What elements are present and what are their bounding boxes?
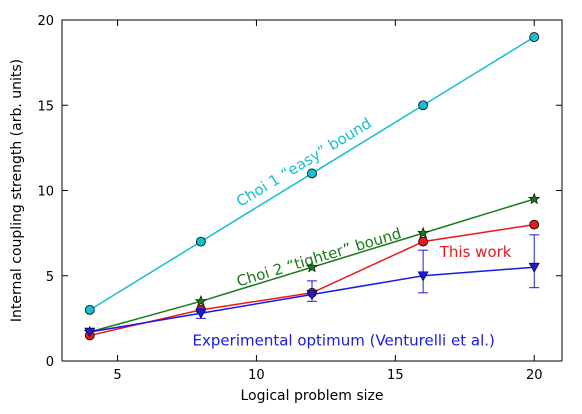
data-point — [84, 304, 95, 315]
data-point — [418, 100, 429, 111]
data-point — [305, 260, 319, 273]
y-tick-label: 15 — [37, 99, 54, 114]
data-point — [417, 226, 430, 239]
data-point — [195, 308, 207, 319]
data-point — [84, 327, 96, 338]
axis-ticks: 5 10 15 20 0 5 10 15 20 — [37, 14, 562, 383]
series-annotation: This work — [439, 243, 512, 261]
y-tick-label: 10 — [37, 185, 54, 200]
series-3 — [84, 234, 540, 338]
x-tick-label: 5 — [113, 368, 121, 383]
y-axis-label: Internal coupling strength (arb. units) — [9, 59, 25, 322]
y-tick-label: 20 — [37, 14, 54, 29]
y-tick-label: 5 — [46, 270, 54, 285]
data-point — [306, 290, 318, 301]
data-point — [307, 168, 317, 179]
data-point — [195, 236, 206, 247]
data-point — [194, 294, 207, 307]
data-point — [529, 32, 540, 42]
series-annotation: Experimental optimum (Venturelli et al.) — [193, 332, 495, 350]
chart-marks — [83, 32, 541, 341]
x-tick-label: 15 — [387, 368, 404, 383]
data-point — [529, 219, 540, 230]
data-point — [528, 192, 541, 205]
data-point — [418, 236, 429, 247]
x-tick-label: 20 — [526, 368, 543, 383]
plot-area — [62, 20, 562, 361]
series-0 — [84, 32, 540, 315]
y-tick-label: 0 — [46, 355, 54, 370]
data-point — [417, 271, 429, 282]
x-tick-label: 10 — [248, 368, 265, 383]
x-axis-label: Logical problem size — [240, 388, 383, 404]
data-point — [528, 262, 540, 273]
